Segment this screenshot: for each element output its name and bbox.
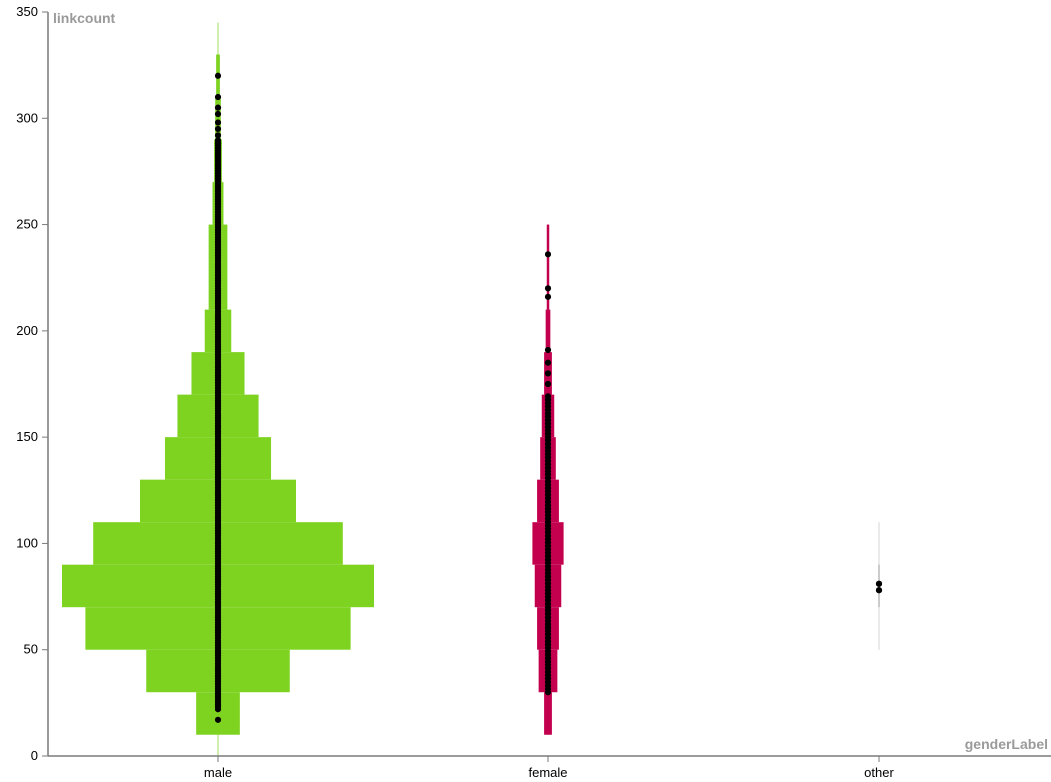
x-axis-ticks: male female other xyxy=(204,756,894,780)
y-axis-title: linkcount xyxy=(53,10,116,26)
male-point xyxy=(214,72,222,79)
y-tick-label: 0 xyxy=(31,748,38,763)
x-axis-title: genderLabel xyxy=(965,736,1048,752)
group-shapes xyxy=(62,22,880,756)
female-point xyxy=(544,370,552,377)
y-tick-label: 100 xyxy=(16,535,38,550)
male-point xyxy=(214,104,222,111)
male-point xyxy=(214,119,222,126)
data-points xyxy=(214,72,883,723)
x-tick-label: other xyxy=(864,765,894,780)
female-point xyxy=(544,359,552,366)
y-tick-label: 50 xyxy=(24,642,38,657)
female-point xyxy=(544,380,552,388)
male-point xyxy=(214,125,222,133)
female-bin xyxy=(545,309,551,353)
x-tick-label: female xyxy=(528,765,567,780)
male-point xyxy=(214,137,222,144)
y-tick-label: 350 xyxy=(16,4,38,19)
male-point xyxy=(214,93,222,101)
male-point xyxy=(214,716,222,723)
female-bin xyxy=(544,692,552,735)
x-tick-label: male xyxy=(204,765,232,780)
male-bin xyxy=(215,97,221,140)
y-tick-label: 250 xyxy=(16,217,38,232)
female-point xyxy=(544,293,552,300)
female-point xyxy=(544,251,552,258)
y-tick-label: 200 xyxy=(16,323,38,338)
y-tick-label: 150 xyxy=(16,429,38,444)
female-point xyxy=(544,393,552,400)
female-point xyxy=(544,285,552,292)
y-tick-label: 300 xyxy=(16,110,38,125)
y-axis-ticks: 0 50 100 150 200 250 300 350 xyxy=(16,4,48,763)
male-point xyxy=(214,110,222,118)
other-point xyxy=(875,587,883,594)
female-point xyxy=(544,346,552,354)
other-point xyxy=(875,580,883,587)
male-point xyxy=(214,132,222,139)
female-bin xyxy=(546,224,550,310)
